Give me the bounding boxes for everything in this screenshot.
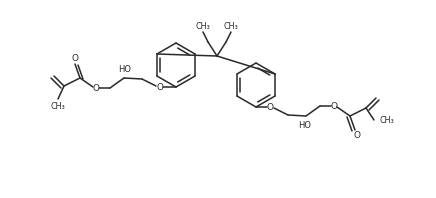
Text: CH₃: CH₃ [224, 22, 238, 30]
Text: CH₃: CH₃ [51, 102, 65, 110]
Text: O: O [330, 102, 337, 110]
Text: O: O [354, 131, 361, 141]
Text: O: O [157, 83, 164, 91]
Text: O: O [266, 103, 273, 111]
Text: CH₃: CH₃ [380, 115, 395, 125]
Text: O: O [72, 53, 78, 63]
Text: HO: HO [299, 121, 311, 129]
Text: CH₃: CH₃ [196, 22, 211, 30]
Text: HO: HO [119, 65, 132, 73]
Text: O: O [92, 84, 99, 92]
